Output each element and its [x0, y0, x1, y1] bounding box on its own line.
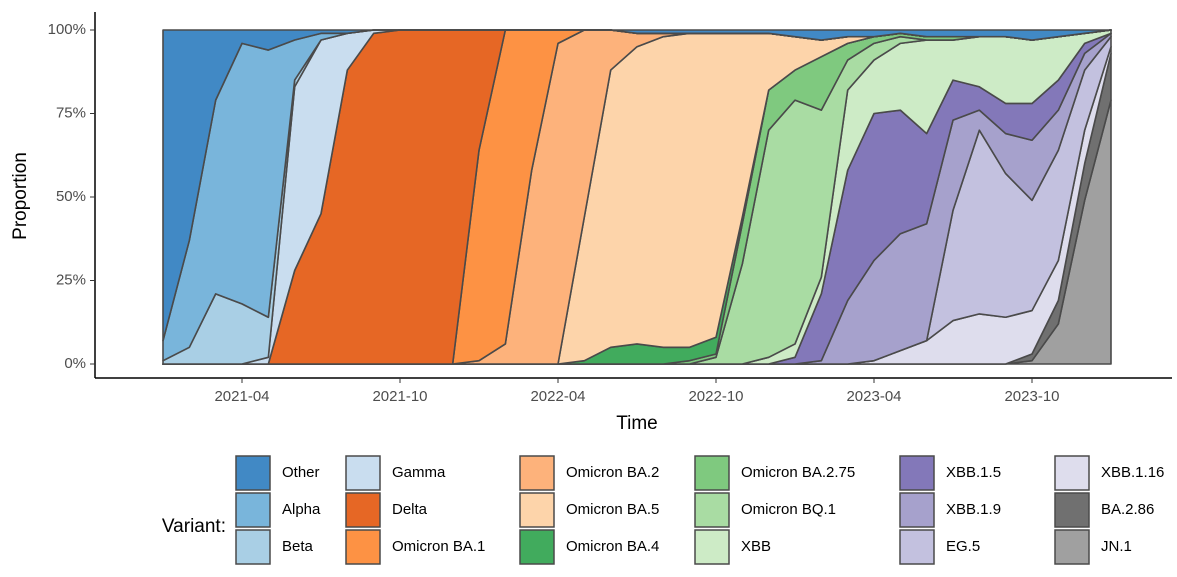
legend-label: XBB.1.16	[1101, 464, 1164, 481]
legend-key	[694, 455, 730, 491]
legend-key	[519, 455, 555, 491]
x-tick-label: 2022-10	[688, 388, 743, 405]
legend-label: Other	[282, 464, 320, 481]
x-tick-label: 2022-04	[530, 388, 585, 405]
legend-key	[519, 492, 555, 528]
legend-key	[1054, 492, 1090, 528]
legend-label: JN.1	[1101, 538, 1132, 555]
legend-label: XBB.1.9	[946, 501, 1001, 518]
legend-key	[1054, 455, 1090, 491]
y-tick-label: 0%	[64, 355, 86, 372]
x-tick-label: 2021-10	[372, 388, 427, 405]
legend-key	[694, 529, 730, 565]
x-tick-label: 2023-04	[846, 388, 901, 405]
legend-key	[345, 529, 381, 565]
y-tick-label: 75%	[56, 104, 86, 121]
area	[162, 29, 1112, 342]
legend-label: Gamma	[392, 464, 446, 481]
plot-area	[162, 29, 1112, 365]
legend-key	[345, 492, 381, 528]
legend-label: Omicron BA.2.75	[741, 464, 855, 481]
legend-key	[235, 455, 271, 491]
legend-label: Omicron BA.1	[392, 538, 485, 555]
legend-key	[1054, 529, 1090, 565]
x-tick-label: 2023-10	[1004, 388, 1059, 405]
legend-key	[694, 492, 730, 528]
y-tick-label: 25%	[56, 271, 86, 288]
legend-label: XBB.1.5	[946, 464, 1001, 481]
legend-label: Delta	[392, 501, 428, 518]
y-axis-title: Proportion	[10, 152, 31, 240]
legend-label: Beta	[282, 538, 314, 555]
legend-key	[899, 455, 935, 491]
legend-label: Omicron BQ.1	[741, 501, 836, 518]
legend-key	[235, 492, 271, 528]
legend-key	[899, 492, 935, 528]
legend-key	[235, 529, 271, 565]
legend-label: Omicron BA.4	[566, 538, 659, 555]
legend-key	[899, 529, 935, 565]
y-tick-label: 50%	[56, 188, 86, 205]
x-tick-label: 2021-04	[214, 388, 269, 405]
legend-label: XBB	[741, 538, 771, 555]
legend-label: Alpha	[282, 501, 321, 518]
legend-label: Omicron BA.5	[566, 501, 659, 518]
legend-key	[519, 529, 555, 565]
legend-key	[345, 455, 381, 491]
y-tick-label: 100%	[48, 21, 86, 38]
x-axis-title: Time	[616, 413, 658, 434]
legend-label: Omicron BA.2	[566, 464, 659, 481]
legend-label: EG.5	[946, 538, 980, 555]
legend-label: BA.2.86	[1101, 501, 1154, 518]
legend-title: Variant:	[162, 516, 226, 537]
